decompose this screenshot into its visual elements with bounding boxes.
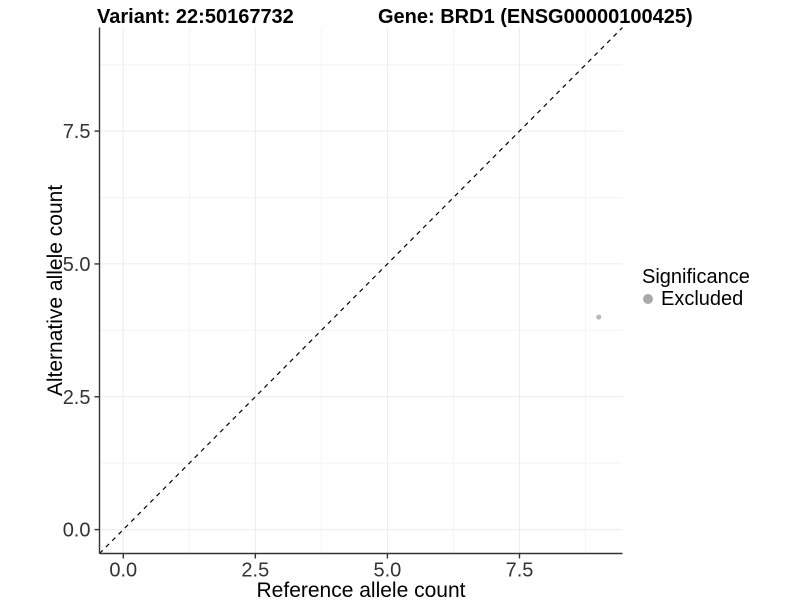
y-axis-tick-label: 7.5 <box>63 121 91 143</box>
x-axis-tick-label: 2.5 <box>241 560 269 582</box>
legend-item-excluded: Excluded <box>637 288 750 310</box>
y-axis-tick-label: 0.0 <box>63 520 91 542</box>
identity-reference-line <box>99 27 623 554</box>
legend-item-label: Excluded <box>661 288 744 310</box>
y-axis-tick-label: 5.0 <box>63 254 91 276</box>
x-axis-tick-label: 5.0 <box>374 560 402 582</box>
gene-title: Gene: BRD1 (ENSG00000100425) <box>378 6 693 28</box>
y-axis-title: Alternative allele count <box>44 185 67 396</box>
x-axis-tick-label: 0.0 <box>109 560 137 582</box>
variant-title: Variant: 22:50167732 <box>97 6 294 28</box>
legend: Significance Excluded <box>637 266 750 310</box>
data-point <box>596 314 602 320</box>
y-axis-tick-label: 2.5 <box>63 387 91 409</box>
legend-key-dot-icon <box>643 294 653 304</box>
x-axis-title: Reference allele count <box>257 579 466 600</box>
x-axis-tick-label: 7.5 <box>506 560 534 582</box>
legend-title: Significance <box>642 266 750 288</box>
